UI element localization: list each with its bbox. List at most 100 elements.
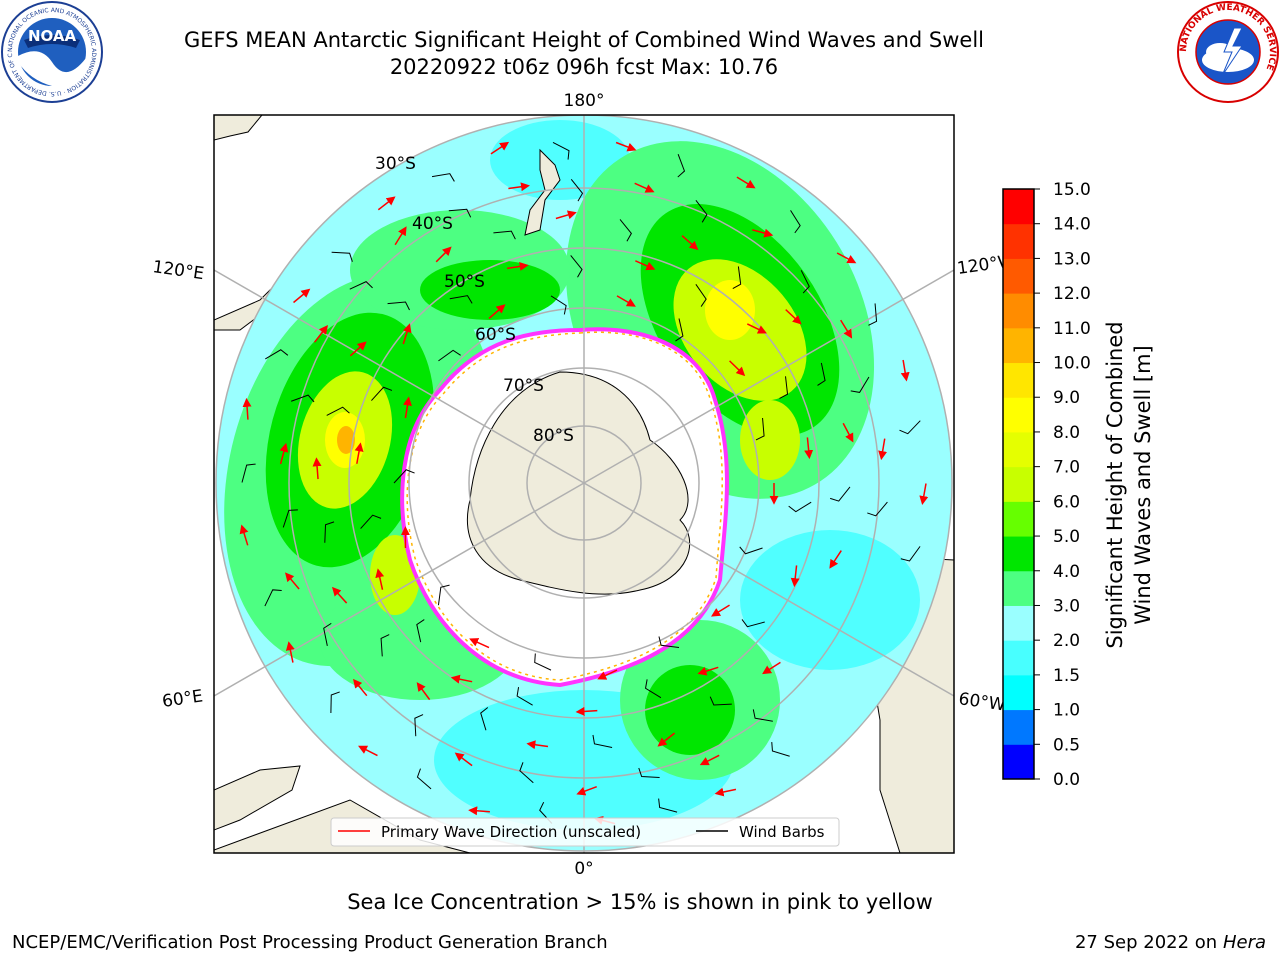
wind-barb	[752, 709, 773, 722]
wind-barb	[638, 767, 660, 778]
colorbar-swatch	[1003, 674, 1034, 711]
colorbar-swatch	[1003, 397, 1034, 433]
colorbar-swatch	[1003, 570, 1034, 606]
wave-direction-arrow	[597, 669, 618, 680]
wind-barb	[449, 295, 473, 304]
wave-direction-arrow	[842, 422, 854, 443]
wind-barb	[779, 376, 789, 399]
wave-direction-arrow	[634, 182, 655, 193]
footer-organization: NCEP/EMC/Verification Post Processing Pr…	[12, 932, 608, 953]
wind-barb	[448, 208, 472, 218]
graticule	[214, 115, 954, 853]
wave-direction-arrow	[697, 666, 719, 676]
wave-direction-arrow	[313, 324, 328, 343]
wind-barb	[830, 486, 851, 502]
wave-direction-arrow	[736, 176, 756, 189]
wind-barb	[800, 270, 810, 294]
wind-barb	[658, 636, 680, 649]
wind-barb	[516, 687, 533, 706]
wave-direction-arrow	[575, 706, 598, 716]
colorbar-swatch	[1003, 258, 1034, 294]
wave-direction-arrow	[878, 438, 888, 461]
wave-direction-arrow	[285, 641, 295, 663]
wave-direction-arrow	[331, 586, 348, 604]
wind-barb	[755, 417, 765, 441]
wave-direction-arrow	[435, 246, 452, 263]
colorbar-swatch	[1003, 605, 1034, 641]
wave-direction-arrow	[790, 565, 800, 588]
wind-barb	[550, 295, 567, 315]
wave-direction-arrow	[354, 442, 364, 464]
wind-barb	[695, 284, 707, 307]
wind-barb	[264, 589, 282, 607]
wave-direction-arrow	[900, 359, 910, 382]
land-antarctica	[466, 371, 690, 595]
wave-direction-arrow	[635, 260, 656, 271]
vector-layer	[239, 141, 929, 825]
wind-barb	[282, 509, 298, 528]
wind-barb	[695, 200, 708, 223]
lat-label-40s: 40°S	[412, 214, 453, 234]
chart-title: GEFS MEAN Antarctic Significant Height o…	[183, 28, 985, 52]
sea-ice-note: Sea Ice Concentration > 15% is shown in …	[347, 890, 933, 914]
wave-direction-arrow	[403, 396, 412, 419]
wind-barb	[438, 349, 461, 362]
wind-barb	[291, 394, 315, 403]
wave-direction-arrow	[416, 682, 431, 701]
wave-direction-arrow	[469, 638, 490, 649]
wave-direction-arrow	[681, 235, 699, 251]
lat-label-70s: 70°S	[503, 376, 544, 396]
wind-barb	[437, 584, 450, 606]
colorbar-swatch	[1003, 223, 1034, 259]
wind-barb	[790, 210, 801, 234]
wind-barb	[867, 501, 888, 517]
colorbar-swatch	[1003, 362, 1034, 398]
colorbar-tick-label: 7.0	[1053, 458, 1080, 478]
footer-date: 27 Sep 2022 on Hera	[1075, 932, 1266, 953]
wave-direction-arrow	[714, 787, 737, 797]
colorbar-tick-label: 0.0	[1053, 770, 1080, 790]
wave-direction-arrow	[840, 319, 853, 339]
wave-direction-arrow	[752, 228, 774, 238]
wind-barb	[592, 734, 613, 749]
wave-direction-arrow	[352, 678, 368, 697]
wind-barb	[493, 230, 516, 240]
wind-barb	[323, 622, 332, 646]
colorbar-tick-label: 3.0	[1053, 596, 1080, 616]
wind-barb	[850, 376, 870, 393]
wave-direction-arrow	[746, 323, 767, 334]
colorbar-tick-label: 10.0	[1053, 354, 1091, 374]
wave-direction-arrow	[450, 674, 473, 684]
wave-direction-arrow	[402, 323, 412, 345]
wave-direction-arrow	[729, 360, 746, 377]
wind-barb	[349, 281, 373, 290]
wind-barb	[393, 469, 415, 484]
legend-wave-label: Primary Wave Direction (unscaled)	[381, 823, 641, 841]
land-new-zealand	[524, 148, 561, 236]
colorbar-tick-label: 12.0	[1053, 284, 1091, 304]
lat-label-50s: 50°S	[444, 272, 485, 292]
wind-barb	[675, 318, 684, 342]
wind-barb	[658, 798, 678, 813]
wind-barb	[709, 696, 732, 706]
wave-direction-arrow	[377, 196, 396, 211]
footer-host: Hera	[1222, 932, 1266, 953]
wave-direction-arrow	[468, 806, 490, 816]
wind-barb	[380, 634, 390, 657]
colorbar-tick-label: 4.0	[1053, 562, 1080, 582]
colorbar-swatch	[1003, 466, 1034, 502]
wave-direction-arrow	[293, 288, 311, 304]
wave-direction-arrow	[762, 661, 781, 675]
wind-barb	[416, 619, 425, 643]
wind-barb	[534, 653, 552, 671]
colorbar-tick-label: 11.0	[1053, 319, 1091, 339]
wave-direction-arrow	[785, 309, 802, 325]
wind-barb	[732, 266, 742, 289]
wave-direction-arrow	[242, 397, 252, 420]
wave-direction-arrow	[919, 483, 929, 506]
land-patch	[214, 115, 263, 141]
wave-direction-arrow	[506, 261, 529, 271]
colorbar-swatch	[1003, 744, 1034, 780]
map-frame	[213, 114, 955, 854]
wind-barb	[330, 691, 340, 714]
